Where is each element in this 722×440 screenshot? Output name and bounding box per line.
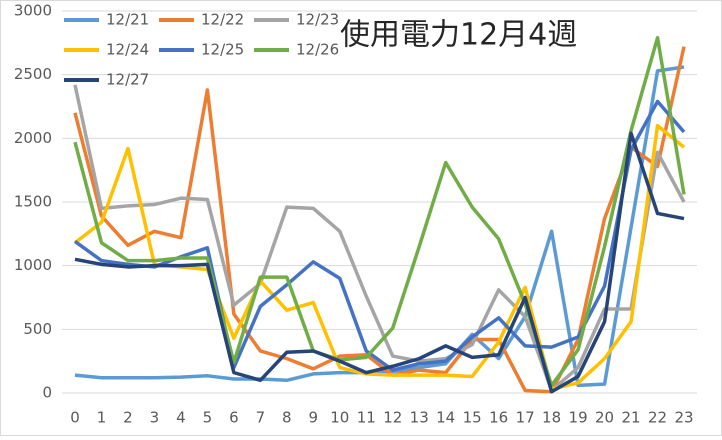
x-tick-label: 13 <box>410 409 429 427</box>
y-tick-label: 2500 <box>14 65 52 83</box>
x-tick-label: 7 <box>256 409 266 427</box>
x-tick-label: 18 <box>542 409 561 427</box>
x-tick-label: 3 <box>150 409 160 427</box>
x-tick-label: 6 <box>229 409 239 427</box>
legend-label: 12/21 <box>106 11 149 29</box>
chart-title: 使用電力12月4週 <box>340 18 577 53</box>
y-tick-label: 1500 <box>14 193 52 211</box>
x-tick-label: 5 <box>203 409 213 427</box>
series-line <box>73 46 686 394</box>
x-tick-label: 23 <box>674 409 693 427</box>
x-tick-label: 21 <box>621 409 640 427</box>
legend-label: 12/26 <box>296 41 339 59</box>
x-tick-label: 4 <box>176 409 186 427</box>
legend-label: 12/23 <box>296 11 339 29</box>
legend-label: 12/27 <box>106 71 149 89</box>
x-tick-label: 11 <box>357 409 376 427</box>
legend-label: 12/22 <box>201 11 244 29</box>
series-line <box>74 65 685 388</box>
x-tick-label: 14 <box>436 409 455 427</box>
x-tick-label: 15 <box>463 409 482 427</box>
legend-label: 12/24 <box>106 41 149 59</box>
y-tick-label: 0 <box>42 384 52 402</box>
x-tick-label: 19 <box>569 409 588 427</box>
y-tick-label: 1000 <box>14 256 52 274</box>
series-line <box>74 131 685 394</box>
x-tick-label: 17 <box>516 409 535 427</box>
x-tick-label: 10 <box>330 409 349 427</box>
x-tick-label: 20 <box>595 409 614 427</box>
x-tick-label: 16 <box>489 409 508 427</box>
x-tick-label: 22 <box>648 409 667 427</box>
x-tick-label: 0 <box>70 409 80 427</box>
x-tick-label: 9 <box>309 409 319 427</box>
series-line <box>73 35 686 388</box>
series-line <box>73 84 686 393</box>
y-tick-label: 3000 <box>14 2 52 20</box>
y-tick-label: 500 <box>23 320 52 338</box>
x-tick-label: 8 <box>282 409 292 427</box>
y-tick-label: 2000 <box>14 129 52 147</box>
x-tick-label: 12 <box>383 409 402 427</box>
legend-label: 12/25 <box>201 41 244 59</box>
x-tick-label: 1 <box>97 409 107 427</box>
x-tick-label: 2 <box>123 409 133 427</box>
